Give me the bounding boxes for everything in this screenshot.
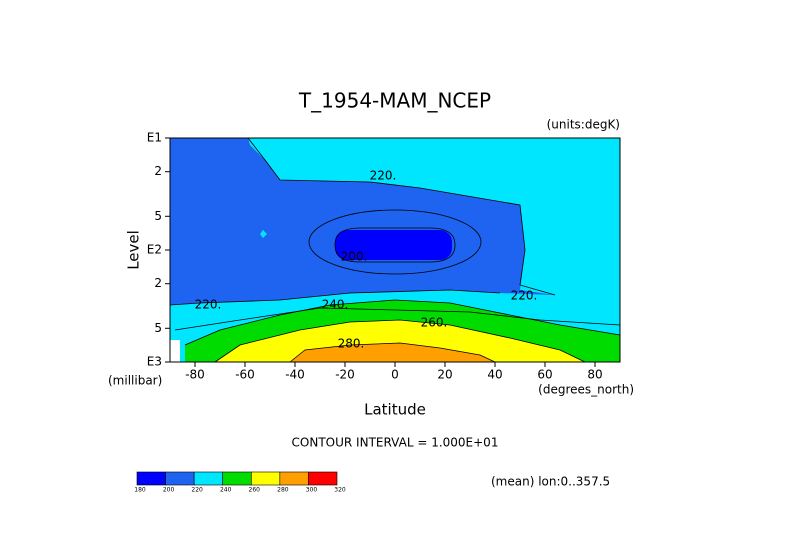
footer: CONTOUR INTERVAL = 1.000E+01 (292, 436, 499, 450)
contour-label: 220. (511, 289, 538, 303)
colorbar-label: 220 (191, 487, 203, 494)
y-tick-label: 2 (154, 164, 162, 178)
colorbar-label: 320 (334, 487, 346, 494)
contour-line (184, 299, 621, 346)
contour-fill (335, 230, 452, 260)
x-tick-label: 60 (537, 368, 552, 382)
contour-label: 220. (195, 298, 222, 312)
contour-line (289, 342, 496, 363)
contour-line (308, 209, 482, 275)
x-tick-label: 80 (587, 368, 602, 382)
colorbar-box (165, 471, 195, 486)
colorbar-box (193, 471, 224, 486)
units: (units:degK) (547, 118, 620, 132)
y-tick-label: E3 (147, 355, 162, 369)
y-tick-label: E2 (147, 243, 162, 257)
x-tick-label: -20 (335, 368, 355, 382)
colorbar-label: 280 (277, 487, 289, 494)
colorbar-label: 240 (220, 487, 232, 494)
contour-line (174, 307, 621, 331)
x-unit: (degrees_north) (538, 383, 634, 397)
contour-label: 240. (322, 298, 349, 312)
contour-line (169, 289, 501, 306)
colorbar-box (222, 471, 252, 486)
x-tick-label: 40 (487, 368, 502, 382)
colorbar-label: 200 (163, 487, 175, 494)
colorbar-label: 300 (306, 487, 318, 494)
contour-line (334, 227, 456, 263)
colorbar-box (308, 471, 338, 486)
contour-label: 260. (421, 316, 448, 330)
x-tick-label: -80 (185, 368, 205, 382)
contour-label: 280. (338, 337, 365, 351)
y-unit: (millibar) (108, 374, 162, 388)
x-tick-label: -40 (285, 368, 305, 382)
colorbar-label: 260 (249, 487, 261, 494)
y-tick-label: E1 (147, 131, 162, 145)
colorbar-box (279, 471, 309, 486)
y-axis-title: Level (125, 230, 143, 270)
contour-line (247, 137, 556, 296)
x-axis-title: Latitude (364, 401, 426, 419)
contour-fill (170, 138, 620, 362)
x-tick-label: 20 (437, 368, 452, 382)
colorbar-label: 180 (134, 487, 146, 494)
colorbar-box (136, 471, 166, 486)
x-tick-label: -60 (235, 368, 255, 382)
contour-fill (290, 343, 495, 362)
chart-title: T_1954-MAM_NCEP (298, 89, 491, 113)
contour-label: 220. (370, 169, 397, 183)
y-tick-label: 2 (154, 276, 162, 290)
contour-fill (260, 230, 267, 238)
y-tick-label: 5 (154, 209, 162, 223)
y-tick-label: 5 (154, 321, 162, 335)
contour-line (214, 319, 586, 363)
note: (mean) lon:0..357.5 (491, 475, 610, 489)
colorbar-box (250, 471, 281, 486)
contour-label: 200. (341, 250, 368, 264)
blank (170, 340, 180, 362)
x-tick-label: 0 (391, 368, 399, 382)
